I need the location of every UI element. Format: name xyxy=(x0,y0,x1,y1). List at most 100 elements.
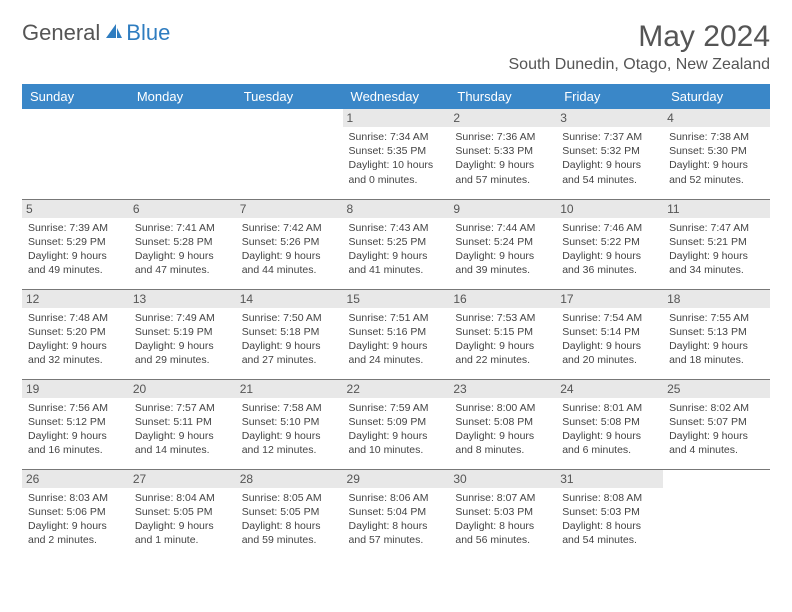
daylight-text: Daylight: 8 hours and 54 minutes. xyxy=(562,519,657,547)
day-number: 1 xyxy=(343,109,450,127)
sunset-text: Sunset: 5:05 PM xyxy=(242,505,337,519)
day-number: 10 xyxy=(556,200,663,218)
day-details: Sunrise: 7:51 AMSunset: 5:16 PMDaylight:… xyxy=(349,311,444,368)
sunset-text: Sunset: 5:33 PM xyxy=(455,144,550,158)
sunset-text: Sunset: 5:09 PM xyxy=(349,415,444,429)
sunset-text: Sunset: 5:03 PM xyxy=(455,505,550,519)
day-details: Sunrise: 8:06 AMSunset: 5:04 PMDaylight:… xyxy=(349,491,444,548)
sunrise-text: Sunrise: 7:43 AM xyxy=(349,221,444,235)
sunset-text: Sunset: 5:03 PM xyxy=(562,505,657,519)
sunrise-text: Sunrise: 8:04 AM xyxy=(135,491,230,505)
day-details: Sunrise: 7:55 AMSunset: 5:13 PMDaylight:… xyxy=(669,311,764,368)
calendar-cell: 24Sunrise: 8:01 AMSunset: 5:08 PMDayligh… xyxy=(556,379,663,469)
day-details: Sunrise: 7:43 AMSunset: 5:25 PMDaylight:… xyxy=(349,221,444,278)
sunset-text: Sunset: 5:20 PM xyxy=(28,325,123,339)
sunrise-text: Sunrise: 7:54 AM xyxy=(562,311,657,325)
sunset-text: Sunset: 5:22 PM xyxy=(562,235,657,249)
sunset-text: Sunset: 5:11 PM xyxy=(135,415,230,429)
sunset-text: Sunset: 5:06 PM xyxy=(28,505,123,519)
location: South Dunedin, Otago, New Zealand xyxy=(509,56,771,74)
daylight-text: Daylight: 9 hours and 1 minute. xyxy=(135,519,230,547)
sunrise-text: Sunrise: 7:46 AM xyxy=(562,221,657,235)
day-details: Sunrise: 8:03 AMSunset: 5:06 PMDaylight:… xyxy=(28,491,123,548)
sunset-text: Sunset: 5:26 PM xyxy=(242,235,337,249)
day-number: 9 xyxy=(449,200,556,218)
day-details: Sunrise: 7:49 AMSunset: 5:19 PMDaylight:… xyxy=(135,311,230,368)
daylight-text: Daylight: 9 hours and 44 minutes. xyxy=(242,249,337,277)
day-details: Sunrise: 7:46 AMSunset: 5:22 PMDaylight:… xyxy=(562,221,657,278)
daylight-text: Daylight: 10 hours and 0 minutes. xyxy=(349,158,444,186)
sunset-text: Sunset: 5:25 PM xyxy=(349,235,444,249)
day-details: Sunrise: 8:00 AMSunset: 5:08 PMDaylight:… xyxy=(455,401,550,458)
daylight-text: Daylight: 9 hours and 49 minutes. xyxy=(28,249,123,277)
sunrise-text: Sunrise: 8:01 AM xyxy=(562,401,657,415)
sunrise-text: Sunrise: 7:59 AM xyxy=(349,401,444,415)
sunrise-text: Sunrise: 7:53 AM xyxy=(455,311,550,325)
day-details: Sunrise: 7:59 AMSunset: 5:09 PMDaylight:… xyxy=(349,401,444,458)
day-details: Sunrise: 7:38 AMSunset: 5:30 PMDaylight:… xyxy=(669,130,764,187)
calendar-cell: 25Sunrise: 8:02 AMSunset: 5:07 PMDayligh… xyxy=(663,379,770,469)
day-details: Sunrise: 7:39 AMSunset: 5:29 PMDaylight:… xyxy=(28,221,123,278)
calendar-row: 12 Sunrise: 7:48 AMSunset: 5:20 PM Dayligh… xyxy=(22,289,770,379)
daylight-text: Daylight: 9 hours and 14 minutes. xyxy=(135,429,230,457)
calendar-cell: 6Sunrise: 7:41 AMSunset: 5:28 PMDaylight… xyxy=(129,199,236,289)
day-number: 24 xyxy=(556,380,663,398)
sunset-text: Sunset: 5:08 PM xyxy=(455,415,550,429)
day-number: 17 xyxy=(556,290,663,308)
day-details: Sunrise: 7:42 AMSunset: 5:26 PMDaylight:… xyxy=(242,221,337,278)
sunrise-text: Sunrise: 7:34 AM xyxy=(349,130,444,144)
daylight-text: Daylight: 9 hours and 39 minutes. xyxy=(455,249,550,277)
daylight-text: Daylight: 9 hours and 36 minutes. xyxy=(562,249,657,277)
calendar-row: 19Sunrise: 7:56 AMSunset: 5:12 PMDayligh… xyxy=(22,379,770,469)
sunrise-text: Sunrise: 7:41 AM xyxy=(135,221,230,235)
calendar-cell: 30Sunrise: 8:07 AMSunset: 5:03 PMDayligh… xyxy=(449,469,556,559)
day-header: Wednesday xyxy=(343,84,450,109)
day-number: 19 xyxy=(22,380,129,398)
day-details: Sunrise: 7:57 AMSunset: 5:11 PMDaylight:… xyxy=(135,401,230,458)
day-details: Sunrise: 7:44 AMSunset: 5:24 PMDaylight:… xyxy=(455,221,550,278)
sunrise-text: Sunrise: 7:51 AM xyxy=(349,311,444,325)
calendar-cell: 15Sunrise: 7:51 AMSunset: 5:16 PMDayligh… xyxy=(343,289,450,379)
month-title: May 2024 xyxy=(509,20,771,54)
sunrise-text: Sunrise: 7:39 AM xyxy=(28,221,123,235)
day-number: 3 xyxy=(556,109,663,127)
sunset-text: Sunset: 5:10 PM xyxy=(242,415,337,429)
day-number: 31 xyxy=(556,470,663,488)
day-number: 29 xyxy=(343,470,450,488)
calendar-cell: 23Sunrise: 8:00 AMSunset: 5:08 PMDayligh… xyxy=(449,379,556,469)
calendar-cell: 28Sunrise: 8:05 AMSunset: 5:05 PMDayligh… xyxy=(236,469,343,559)
calendar-cell xyxy=(129,109,236,199)
day-number: 12 xyxy=(22,290,129,308)
sunrise-text: Sunrise: 7:48 AM xyxy=(28,311,123,325)
daylight-text: Daylight: 9 hours and 8 minutes. xyxy=(455,429,550,457)
day-number: 28 xyxy=(236,470,343,488)
daylight-text: Daylight: 8 hours and 56 minutes. xyxy=(455,519,550,547)
day-details: Sunrise: 8:04 AMSunset: 5:05 PMDaylight:… xyxy=(135,491,230,548)
calendar-row: 26Sunrise: 8:03 AMSunset: 5:06 PMDayligh… xyxy=(22,469,770,559)
day-number: 27 xyxy=(129,470,236,488)
sunset-text: Sunset: 5:30 PM xyxy=(669,144,764,158)
day-details: Sunrise: 7:41 AMSunset: 5:28 PMDaylight:… xyxy=(135,221,230,278)
sunrise-text: Sunrise: 7:57 AM xyxy=(135,401,230,415)
calendar-cell: 20Sunrise: 7:57 AMSunset: 5:11 PMDayligh… xyxy=(129,379,236,469)
day-number: 11 xyxy=(663,200,770,218)
day-number: 8 xyxy=(343,200,450,218)
sunset-text: Sunset: 5:24 PM xyxy=(455,235,550,249)
day-details: Sunrise: 7:36 AMSunset: 5:33 PMDaylight:… xyxy=(455,130,550,187)
calendar-cell: 22Sunrise: 7:59 AMSunset: 5:09 PMDayligh… xyxy=(343,379,450,469)
daylight-text: Daylight: 8 hours and 59 minutes. xyxy=(242,519,337,547)
day-number: 5 xyxy=(22,200,129,218)
sunrise-text: Sunrise: 8:00 AM xyxy=(455,401,550,415)
sunset-text: Sunset: 5:07 PM xyxy=(669,415,764,429)
sunrise-text: Sunrise: 7:49 AM xyxy=(135,311,230,325)
day-number xyxy=(22,109,129,127)
calendar-cell: 19Sunrise: 7:56 AMSunset: 5:12 PMDayligh… xyxy=(22,379,129,469)
day-number: 14 xyxy=(236,290,343,308)
calendar-table: Sunday Monday Tuesday Wednesday Thursday… xyxy=(22,84,770,559)
sunset-text: Sunset: 5:13 PM xyxy=(669,325,764,339)
daylight-text: Daylight: 9 hours and 47 minutes. xyxy=(135,249,230,277)
daylight-text: Daylight: 9 hours and 10 minutes. xyxy=(349,429,444,457)
day-header-row: Sunday Monday Tuesday Wednesday Thursday… xyxy=(22,84,770,109)
calendar-cell: 27 Sunrise: 8:04 AMSunset: 5:05 PMDayligh… xyxy=(129,469,236,559)
daylight-text: Daylight: 9 hours and 20 minutes. xyxy=(562,339,657,367)
